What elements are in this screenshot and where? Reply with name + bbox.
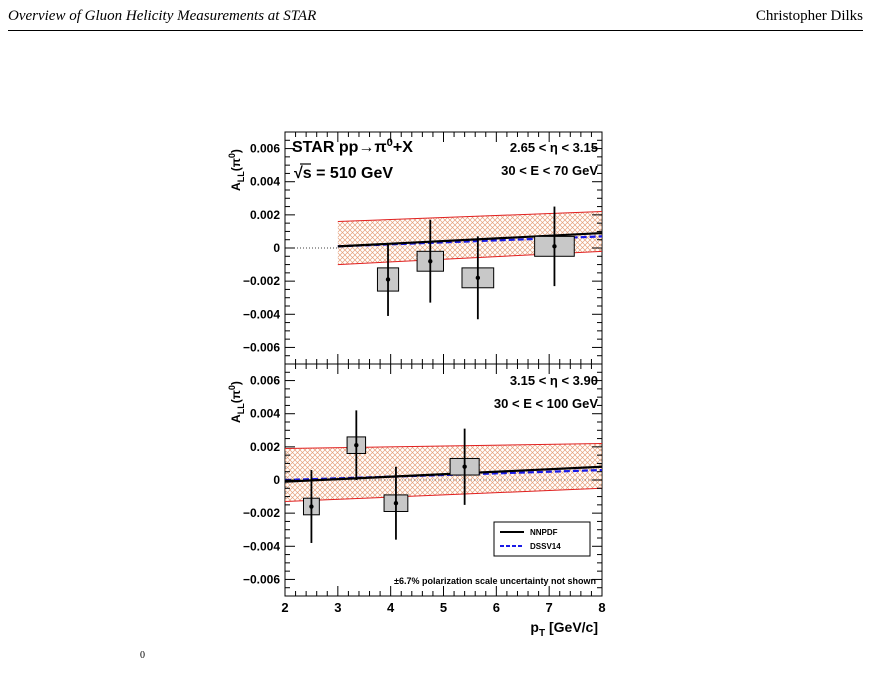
y-tick-label: 0 xyxy=(273,241,280,255)
theory-uncertainty-band xyxy=(285,443,602,502)
x-tick-label: 2 xyxy=(281,600,288,615)
band-upper-edge xyxy=(284,443,603,450)
y-axis-label: ALL(π0) xyxy=(227,381,246,423)
x-axis-label: pT [GeV/c] xyxy=(530,619,598,639)
page-header-author: Christopher Dilks xyxy=(755,8,863,24)
eta-range-label: 3.15 < η < 3.90 xyxy=(510,373,598,388)
y-axis-label: ALL(π0) xyxy=(227,149,246,191)
y-tick-label: 0.004 xyxy=(250,407,280,421)
legend: NNPDF DSSV14 xyxy=(493,521,591,557)
band-upper-edge xyxy=(337,211,603,222)
x-tick-label: 7 xyxy=(546,600,553,615)
nnpdf-curve xyxy=(284,465,603,483)
data-point xyxy=(385,277,391,282)
page-header-title: Overview of Gluon Helicity Measurements … xyxy=(8,8,317,24)
band-lower-edge xyxy=(284,487,603,503)
caption-fragment: 0 xyxy=(140,650,145,661)
nnpdf-curve xyxy=(337,231,603,248)
y-tick-label: −0.006 xyxy=(243,340,280,354)
legend-nnpdf-label: NNPDF xyxy=(530,528,558,537)
data-point xyxy=(393,501,399,506)
y-tick-label: 0.002 xyxy=(250,208,280,222)
data-point xyxy=(354,443,359,448)
legend-dssv14-label: DSSV14 xyxy=(530,542,561,551)
collision-energy-label: √s = 510 GeV xyxy=(294,165,393,182)
data-point xyxy=(462,464,467,469)
data-point xyxy=(475,275,481,281)
x-tick-label: 4 xyxy=(387,600,395,615)
y-tick-label: −0.002 xyxy=(243,274,280,288)
y-tick-label: 0.006 xyxy=(250,142,280,156)
x-tick-label: 5 xyxy=(440,600,447,615)
star-reaction-label: STAR pp→π0+X xyxy=(292,137,413,156)
y-tick-label: 0 xyxy=(273,473,280,487)
x-tick-label: 6 xyxy=(493,600,500,615)
data-point xyxy=(428,259,433,264)
data-point xyxy=(309,504,314,509)
header-rule xyxy=(8,30,863,31)
y-tick-label: −0.004 xyxy=(243,307,280,321)
legend-box xyxy=(493,521,591,557)
y-tick-label: −0.004 xyxy=(243,539,280,553)
polarization-note: ±6.7% polarization scale uncertainty not… xyxy=(394,576,596,586)
y-tick-label: −0.002 xyxy=(243,506,280,520)
eta-range-label: 2.65 < η < 3.15 xyxy=(510,140,598,155)
y-tick-label: 0.002 xyxy=(250,440,280,454)
energy-range-label: 30 < E < 70 GeV xyxy=(501,163,598,178)
y-tick-label: −0.006 xyxy=(243,572,280,586)
data-point xyxy=(552,244,557,249)
y-tick-label: 0.006 xyxy=(250,374,280,388)
y-tick-label: 0.004 xyxy=(250,175,280,189)
x-tick-label: 3 xyxy=(334,600,341,615)
energy-range-label: 30 < E < 100 GeV xyxy=(494,396,598,411)
x-tick-label: 8 xyxy=(598,600,605,615)
